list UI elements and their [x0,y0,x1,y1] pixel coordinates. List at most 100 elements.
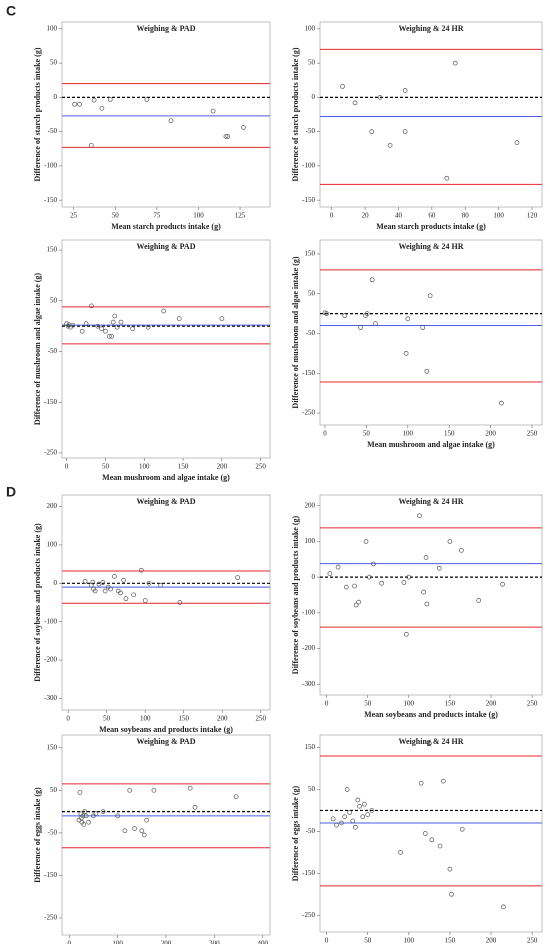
data-point [350,818,356,824]
y-tick-label: -150 [302,369,315,377]
data-point [499,400,504,406]
data-point [449,891,454,897]
chart-title: Weighing & PAD [137,24,196,33]
x-tick-label: 150 [445,937,456,944]
data-point [369,808,375,813]
x-tick-label: 0 [330,212,334,220]
y-axis-label: Difference of soybeans and products inta… [291,515,300,674]
data-point [109,333,115,339]
chart-title: Weighing & PAD [137,497,196,506]
data-point [131,592,136,598]
x-tick-label: 125 [235,212,246,220]
chart-title: Weighing & PAD [137,737,196,746]
plot-area [61,494,271,711]
x-tick-label: 50 [102,463,110,471]
y-tick-label: -100 [44,617,57,625]
data-point [95,323,101,329]
data-point [358,325,363,330]
y-tick-label: 150 [47,246,58,254]
data-point [352,583,357,589]
chart-title: Weighing & 24 HR [398,737,463,746]
data-point [92,588,98,594]
data-point [88,142,94,148]
data-point [100,809,106,814]
data-point [342,814,348,820]
data-point [114,324,120,330]
y-tick-label: 0 [54,93,58,101]
x-tick-label: 200 [217,463,228,471]
data-point [437,843,443,849]
data-point [145,324,151,330]
data-point [144,97,150,102]
y-tick-label: -50 [48,127,58,135]
plot-area [319,239,543,426]
data-point [177,600,183,605]
data-point [514,140,520,145]
plot-area [319,494,543,696]
data-point [342,313,348,318]
data-point [223,134,229,139]
data-point [418,780,424,786]
data-point [459,826,465,832]
x-tick-label: 0 [325,700,329,708]
y-axis-label: Difference of starch products intake (g) [33,47,42,181]
y-tick-label: -100 [302,161,315,169]
data-point [91,97,97,103]
data-point [151,787,157,793]
data-point [99,105,105,111]
y-tick-label: -100 [302,608,315,616]
x-tick-label: 25 [70,212,78,220]
data-point [369,129,375,134]
data-point [429,837,435,843]
x-tick-label: 150 [445,700,456,708]
data-point [330,816,336,822]
plot-area [61,21,271,208]
chart: 200 100 0 -100 -200 -300 0 50 100 150 200 250 Weighi… [33,494,271,734]
data-point [401,580,407,585]
plot-area [61,734,271,936]
data-point [501,904,506,910]
data-point [146,580,152,586]
data-point [233,794,239,800]
chart: 150 50 -50 -150 -250 0 50 100 150 200 250 Weighing … [291,734,543,944]
x-tick-label: 120 [527,212,538,220]
data-point [360,814,366,820]
x-tick-label: 150 [178,463,189,471]
y-tick-label: 0 [312,93,316,101]
x-tick-label: 80 [462,212,470,220]
y-axis-label: Difference of eggs intake (g) [291,785,300,881]
chart: 150 50 -50 -150 -250 0 50 100 150 200 250 Weighing … [291,239,543,449]
panel-label: D [6,484,16,500]
data-point [82,809,88,814]
data-point [241,125,246,130]
data-point [339,820,344,826]
data-point [440,778,446,784]
chart: 200 100 0 -100 -200 -300 0 50 100 150 200 250 Weighi… [291,494,543,719]
plot-area [61,239,271,459]
x-axis-label: Mean mushroom and algae intake (g) [102,473,230,482]
data-point [406,574,412,580]
data-point [423,555,429,560]
data-point [106,333,112,339]
data-point [364,311,370,316]
data-point [377,95,383,100]
x-tick-label: 150 [444,430,455,438]
x-tick-label: 0 [66,715,70,723]
data-point [79,328,85,334]
data-point [387,142,393,148]
data-point [343,584,349,590]
data-point [130,326,135,332]
data-point [347,810,352,815]
data-point [436,565,442,571]
y-tick-label: -200 [44,656,57,664]
data-point [421,589,426,595]
x-tick-label: 100 [493,212,504,220]
x-tick-label: 200 [161,940,172,944]
data-point [161,308,167,314]
data-point [192,804,198,810]
x-tick-label: 200 [217,715,228,723]
data-point [176,316,182,321]
y-tick-label: 50 [308,289,316,297]
x-tick-label: 75 [153,212,161,220]
y-tick-label: 100 [305,24,316,32]
